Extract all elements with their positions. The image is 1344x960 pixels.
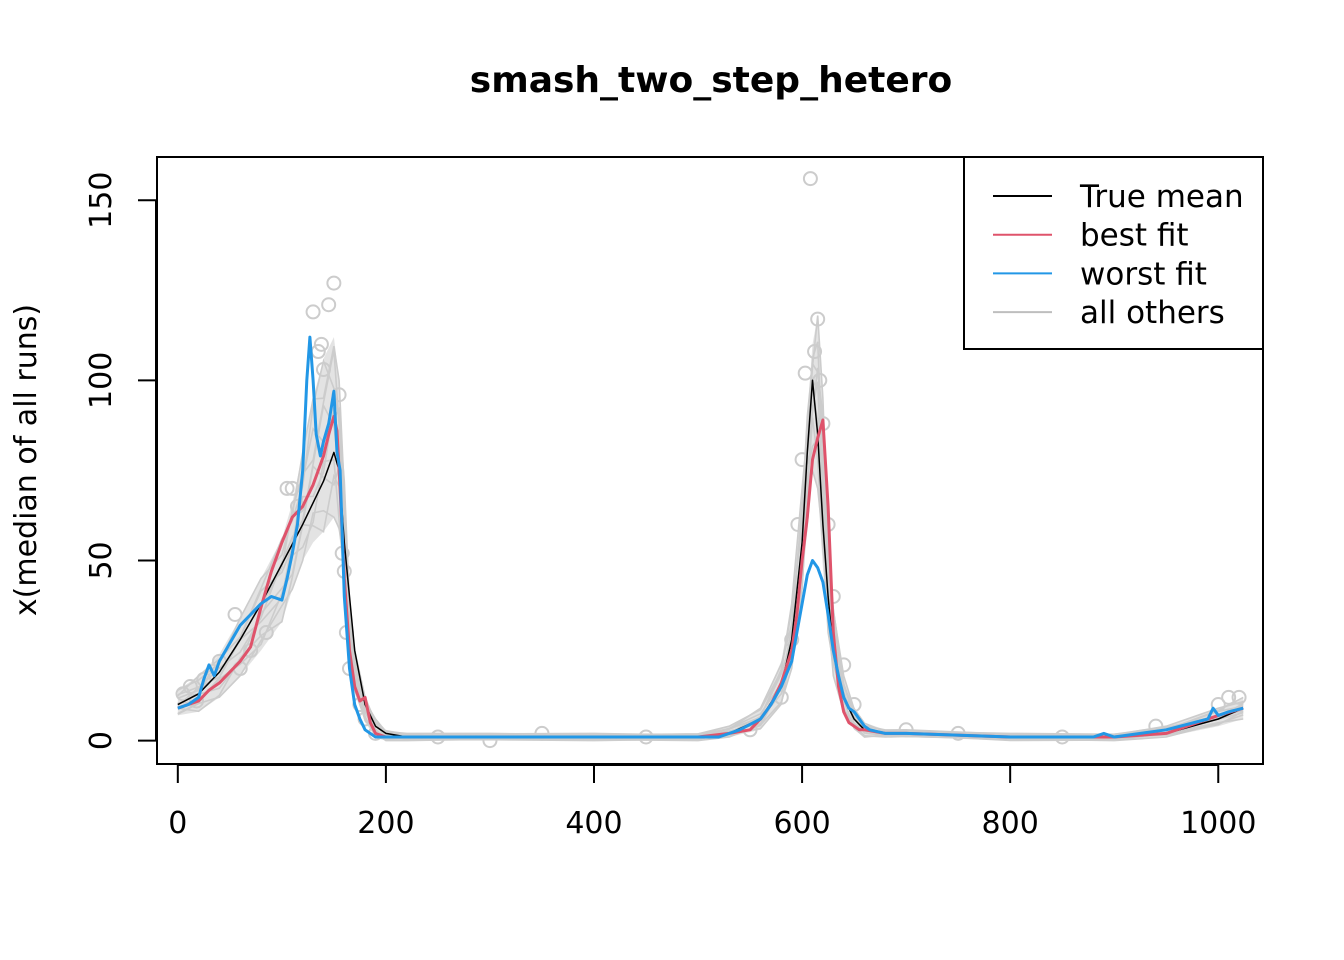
y-tick-label: 100: [84, 352, 119, 409]
legend-label-all-others: all others: [1080, 295, 1225, 331]
y-axis-label: x(median of all runs): [9, 304, 44, 616]
all-others-point: [227, 607, 243, 623]
all-others-point: [196, 671, 212, 687]
y-axis: 0 50 100 150: [84, 172, 157, 750]
all-others-point: [1231, 689, 1247, 705]
legend-box: [963, 156, 1264, 350]
x-tick-label: 600: [773, 806, 830, 841]
all-others-point: [797, 365, 813, 381]
all-others-point: [802, 171, 818, 187]
y-tick-label: 50: [84, 541, 119, 579]
all-others-point: [534, 725, 550, 741]
all-others-layer: [177, 315, 1244, 742]
all-others-band: [177, 315, 1244, 741]
all-others-line: [177, 470, 1244, 742]
all-others-point: [326, 275, 342, 291]
x-axis: 0 200 400 600 800 1000: [168, 764, 1256, 841]
y-tick-label: 150: [84, 172, 119, 229]
all-others-point: [810, 311, 826, 327]
legend-label-worst-fit: worst fit: [1080, 256, 1207, 292]
series-line-worst-fit: [177, 335, 1244, 739]
all-others-point: [790, 516, 806, 532]
series-layer: [177, 335, 1244, 739]
x-tick-label: 800: [982, 806, 1039, 841]
all-others-point: [315, 362, 331, 378]
all-others-point: [313, 336, 329, 352]
x-tick-label: 200: [357, 806, 414, 841]
all-others-point: [482, 733, 498, 749]
legend-label-best-fit: best fit: [1080, 218, 1189, 254]
legend-label-true-mean: True mean: [1079, 179, 1244, 215]
all-others-point: [321, 297, 337, 313]
x-tick-label: 400: [565, 806, 622, 841]
all-others-point: [1221, 689, 1237, 705]
all-others-point: [898, 722, 914, 738]
all-others-point: [182, 679, 198, 695]
all-others-point: [305, 304, 321, 320]
all-others-point: [279, 480, 295, 496]
all-others-line: [177, 358, 1244, 737]
all-others-point: [812, 372, 828, 388]
all-others-point: [950, 725, 966, 741]
all-others-point: [258, 625, 274, 641]
all-others-point: [284, 480, 300, 496]
chart-title: smash_two_step_hetero: [470, 60, 952, 101]
x-tick-label: 1000: [1180, 806, 1256, 841]
y-tick-label: 0: [84, 731, 119, 750]
all-others-point: [794, 452, 810, 468]
all-others-point: [1210, 697, 1226, 713]
x-tick-label: 0: [168, 806, 187, 841]
all-others-point: [807, 344, 823, 360]
